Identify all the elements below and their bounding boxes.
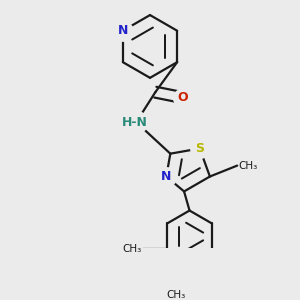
Text: N: N — [118, 24, 128, 37]
Text: S: S — [195, 142, 204, 155]
Text: CH₃: CH₃ — [166, 290, 185, 300]
Text: CH₃: CH₃ — [238, 160, 258, 171]
Text: CH₃: CH₃ — [122, 244, 141, 254]
Text: H-N: H-N — [122, 116, 148, 129]
Text: O: O — [177, 91, 188, 104]
Text: N: N — [161, 170, 172, 183]
